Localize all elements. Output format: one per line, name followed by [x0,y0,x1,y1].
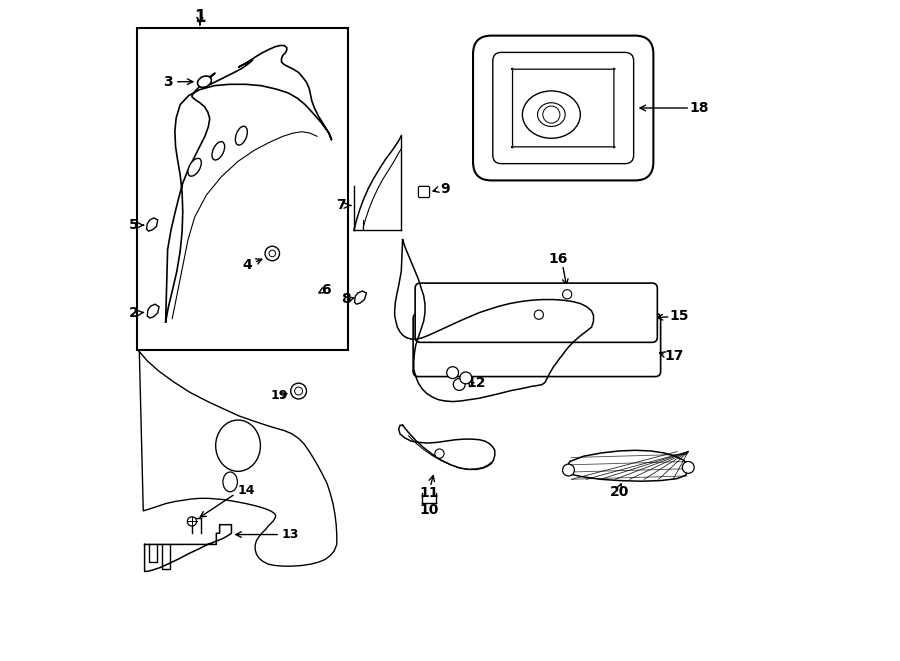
Text: 10: 10 [419,502,438,516]
Text: 8: 8 [341,292,351,306]
Circle shape [446,367,459,379]
Circle shape [454,379,465,391]
Text: 11: 11 [419,486,438,500]
Text: 18: 18 [689,101,708,115]
Text: 19: 19 [270,389,287,401]
Ellipse shape [188,159,202,176]
Circle shape [435,449,444,458]
Circle shape [562,290,572,299]
Circle shape [562,464,574,476]
FancyBboxPatch shape [413,313,661,377]
Circle shape [265,247,280,260]
Ellipse shape [216,420,260,471]
Text: 20: 20 [609,485,629,499]
Ellipse shape [212,141,225,160]
Text: 13: 13 [282,528,300,541]
Text: 3: 3 [164,75,173,89]
Text: 9: 9 [440,182,449,196]
FancyBboxPatch shape [415,283,657,342]
FancyBboxPatch shape [511,68,616,148]
Text: 7: 7 [337,198,347,212]
FancyBboxPatch shape [473,36,653,180]
Circle shape [269,251,275,256]
Circle shape [291,383,307,399]
Text: 4: 4 [242,258,252,272]
Circle shape [682,461,694,473]
Circle shape [187,517,196,526]
Polygon shape [355,291,366,304]
Polygon shape [147,218,158,231]
Ellipse shape [236,126,248,145]
Bar [138,28,348,350]
Ellipse shape [522,91,580,138]
Ellipse shape [223,472,238,492]
Text: 12: 12 [466,376,486,390]
Ellipse shape [537,102,565,126]
Polygon shape [148,304,159,318]
Circle shape [294,387,302,395]
Text: 6: 6 [321,283,331,297]
FancyBboxPatch shape [418,186,429,198]
Text: 16: 16 [549,253,568,266]
Circle shape [543,106,560,123]
Text: 15: 15 [670,309,688,323]
Circle shape [535,310,544,319]
Text: 2: 2 [130,306,139,320]
Text: 1: 1 [194,7,205,26]
Circle shape [460,372,472,384]
FancyBboxPatch shape [493,52,634,164]
Text: 17: 17 [664,348,683,362]
Text: 14: 14 [238,484,255,497]
Text: 5: 5 [130,218,139,232]
Ellipse shape [198,76,212,87]
